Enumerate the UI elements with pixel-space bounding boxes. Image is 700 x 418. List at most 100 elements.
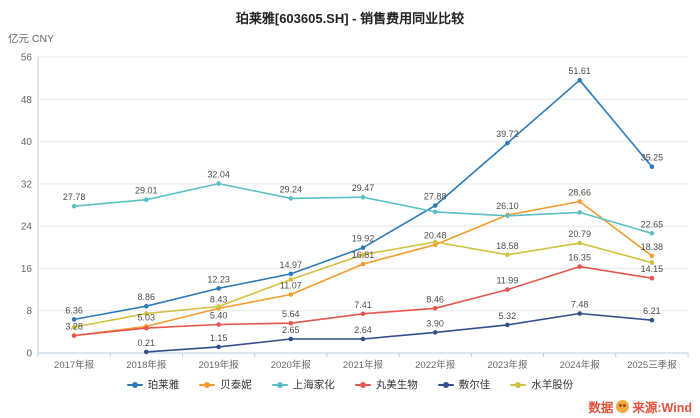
y-axis-label: 48 — [21, 95, 33, 106]
watermark: 数据 来源:Wind — [588, 397, 692, 416]
data-point — [649, 231, 655, 236]
data-label: 6.36 — [65, 305, 83, 315]
data-label: 26.10 — [496, 201, 519, 211]
data-point — [288, 336, 294, 342]
data-label: 20.48 — [424, 231, 447, 241]
data-point — [649, 317, 655, 323]
data-point — [360, 336, 366, 342]
data-label: 1.15 — [210, 333, 228, 343]
data-label: 51.61 — [568, 66, 591, 76]
data-label: 7.41 — [354, 300, 372, 310]
data-point — [288, 271, 294, 277]
data-point — [288, 320, 294, 326]
data-point — [505, 140, 510, 146]
x-axis-label: 2024年报 — [560, 359, 601, 371]
data-label: 14.97 — [280, 260, 303, 270]
data-point — [432, 239, 438, 245]
legend-item-1[interactable]: 贝泰妮 — [199, 377, 252, 392]
legend-label: 敷尔佳 — [458, 379, 491, 391]
data-point — [144, 303, 149, 309]
y-axis-label: 56 — [21, 53, 33, 64]
data-label: 8.86 — [138, 292, 156, 302]
legend-item-5[interactable]: 水羊股份 — [510, 377, 573, 392]
legend-marker — [437, 381, 454, 388]
legend-label: 珀莱雅 — [147, 379, 180, 391]
data-point — [288, 277, 294, 282]
x-axis-label: 2018年报 — [126, 359, 167, 371]
data-point — [288, 196, 294, 201]
watermark-text-right: 来源:Wind — [632, 401, 692, 415]
legend-item-3[interactable]: 丸美生物 — [354, 377, 418, 392]
legend-marker — [510, 381, 527, 388]
data-point — [505, 322, 510, 328]
data-label: 7.48 — [571, 300, 589, 310]
data-label: 18.38 — [641, 242, 664, 252]
data-label: 2.64 — [354, 325, 372, 335]
data-point — [505, 287, 510, 292]
x-axis-label: 2021年报 — [343, 359, 384, 371]
data-point — [216, 286, 221, 291]
data-point — [577, 240, 582, 246]
unit-label: 亿元 CNY — [8, 33, 55, 45]
x-axis-label: 2025三季报 — [627, 359, 677, 371]
data-point — [649, 275, 655, 281]
legend-item-4[interactable]: 敷尔佳 — [437, 377, 491, 392]
legend-item-2[interactable]: 上海家化 — [271, 377, 335, 392]
data-label: 19.92 — [352, 234, 375, 244]
x-axis-label: 2023年报 — [487, 359, 528, 371]
data-label: 3.28 — [65, 322, 83, 332]
data-point — [71, 317, 77, 322]
data-label: 35.25 — [641, 153, 664, 163]
data-label: 29.01 — [135, 186, 158, 196]
data-point — [649, 164, 655, 169]
data-point — [216, 344, 221, 350]
data-label: 3.90 — [426, 318, 444, 328]
legend-label: 丸美生物 — [375, 379, 418, 391]
data-point — [144, 349, 149, 355]
data-label: 29.24 — [280, 184, 303, 194]
data-point — [577, 77, 582, 83]
legend-marker — [126, 381, 143, 388]
x-axis-label: 2022年报 — [415, 359, 456, 371]
data-label: 5.32 — [499, 311, 517, 321]
data-label: 12.23 — [207, 274, 230, 284]
x-axis-label: 2019年报 — [198, 359, 239, 371]
data-point — [649, 260, 655, 265]
data-point — [577, 210, 582, 215]
data-label: 5.40 — [210, 311, 228, 321]
y-axis-label: 16 — [21, 264, 33, 275]
data-label: 28.66 — [568, 188, 591, 198]
data-label: 14.15 — [641, 264, 664, 274]
data-point — [360, 245, 366, 250]
y-axis-label: 24 — [21, 222, 33, 233]
data-label: 8.46 — [426, 294, 444, 304]
data-point — [505, 213, 510, 219]
data-point — [360, 311, 366, 317]
data-point — [577, 311, 582, 316]
data-label: 11.99 — [496, 276, 518, 286]
watermark-text-left: 数据 — [588, 401, 614, 415]
legend-marker — [271, 381, 288, 388]
data-point — [432, 209, 438, 215]
data-point — [144, 325, 149, 331]
data-point — [432, 330, 438, 335]
data-point — [432, 306, 438, 311]
data-point — [71, 324, 77, 330]
y-axis-label: 40 — [21, 137, 33, 148]
data-label: 22.65 — [641, 219, 664, 229]
data-point — [144, 197, 149, 202]
data-point — [505, 252, 510, 258]
data-label: 27.88 — [424, 192, 447, 202]
data-label: 18.58 — [496, 241, 519, 251]
data-point — [71, 203, 77, 209]
legend-item-0[interactable]: 珀莱雅 — [126, 377, 180, 392]
data-label: 5.03 — [138, 312, 156, 322]
x-axis-label: 2017年报 — [54, 359, 95, 371]
data-label: 6.21 — [643, 306, 661, 316]
legend-label: 贝泰妮 — [220, 379, 252, 391]
data-label: 20.79 — [568, 229, 591, 239]
data-label: 16.35 — [568, 253, 591, 263]
data-label: 8.43 — [210, 294, 228, 304]
data-point — [216, 322, 221, 327]
